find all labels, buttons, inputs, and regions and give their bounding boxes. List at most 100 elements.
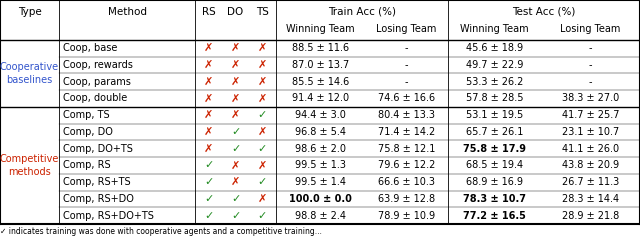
Text: -: - [589,77,592,87]
Text: Method: Method [108,7,147,17]
Text: ✗: ✗ [204,94,213,103]
Text: Winning Team: Winning Team [286,24,355,34]
Text: 43.8 ± 20.9: 43.8 ± 20.9 [562,161,619,170]
Text: Comp, DO: Comp, DO [63,127,113,137]
Text: 53.1 ± 19.5: 53.1 ± 19.5 [466,110,523,120]
Text: RS: RS [202,7,216,17]
Text: -: - [404,77,408,87]
Text: 23.1 ± 10.7: 23.1 ± 10.7 [562,127,619,137]
Text: 87.0 ± 13.7: 87.0 ± 13.7 [292,60,349,70]
Text: ✓: ✓ [258,211,267,221]
Text: ✓: ✓ [231,144,240,154]
Text: 75.8 ± 17.9: 75.8 ± 17.9 [463,144,526,154]
Text: 85.5 ± 14.6: 85.5 ± 14.6 [292,77,349,87]
Text: ✓: ✓ [204,177,213,187]
Text: 71.4 ± 14.2: 71.4 ± 14.2 [378,127,435,137]
Text: -: - [404,43,408,53]
Text: 79.6 ± 12.2: 79.6 ± 12.2 [378,161,435,170]
Text: 41.1 ± 26.0: 41.1 ± 26.0 [562,144,619,154]
Text: 66.6 ± 10.3: 66.6 ± 10.3 [378,177,435,187]
Text: ✗: ✗ [231,60,240,70]
Text: Coop, double: Coop, double [63,94,127,103]
Text: 28.3 ± 14.4: 28.3 ± 14.4 [562,194,619,204]
Text: Comp, RS+TS: Comp, RS+TS [63,177,131,187]
Text: ✗: ✗ [231,77,240,87]
Text: ✓ indicates training was done with cooperative agents and a competitive training: ✓ indicates training was done with coope… [0,227,322,235]
Text: Losing Team: Losing Team [560,24,621,34]
Text: ✓: ✓ [231,194,240,204]
Text: ✓: ✓ [204,161,213,170]
Text: 75.8 ± 12.1: 75.8 ± 12.1 [378,144,435,154]
Text: ✓: ✓ [204,194,213,204]
Text: 68.9 ± 16.9: 68.9 ± 16.9 [466,177,523,187]
Text: 98.6 ± 2.0: 98.6 ± 2.0 [295,144,346,154]
Text: 53.3 ± 26.2: 53.3 ± 26.2 [466,77,523,87]
Text: TS: TS [256,7,269,17]
Text: Losing Team: Losing Team [376,24,436,34]
Text: -: - [589,43,592,53]
Text: 68.5 ± 19.4: 68.5 ± 19.4 [466,161,523,170]
Text: 41.7 ± 25.7: 41.7 ± 25.7 [562,110,619,120]
Text: DO: DO [227,7,244,17]
Text: ✓: ✓ [258,144,267,154]
Text: ✗: ✗ [231,43,240,53]
Text: ✗: ✗ [258,194,267,204]
Text: Comp, RS+DO: Comp, RS+DO [63,194,134,204]
Text: ✗: ✗ [231,94,240,103]
Text: 91.4 ± 12.0: 91.4 ± 12.0 [292,94,349,103]
Text: Test Acc (%): Test Acc (%) [512,7,576,17]
Text: 28.9 ± 21.8: 28.9 ± 21.8 [562,211,619,221]
Text: 26.7 ± 11.3: 26.7 ± 11.3 [562,177,619,187]
Text: 80.4 ± 13.3: 80.4 ± 13.3 [378,110,435,120]
Text: ✓: ✓ [258,110,267,120]
Text: ✗: ✗ [258,77,267,87]
Text: ✓: ✓ [258,177,267,187]
Text: 49.7 ± 22.9: 49.7 ± 22.9 [466,60,523,70]
Text: ✓: ✓ [204,211,213,221]
Text: -: - [404,60,408,70]
Text: Competitive
methods: Competitive methods [0,154,59,177]
Text: ✓: ✓ [231,127,240,137]
Text: ✗: ✗ [258,161,267,170]
Text: 94.4 ± 3.0: 94.4 ± 3.0 [295,110,346,120]
Text: ✗: ✗ [231,161,240,170]
Text: Train Acc (%): Train Acc (%) [328,7,396,17]
Text: Coop, rewards: Coop, rewards [63,60,132,70]
Text: 38.3 ± 27.0: 38.3 ± 27.0 [562,94,619,103]
Text: Comp, DO+TS: Comp, DO+TS [63,144,132,154]
Text: ✗: ✗ [258,127,267,137]
Text: 99.5 ± 1.3: 99.5 ± 1.3 [295,161,346,170]
Text: Coop, base: Coop, base [63,43,117,53]
Text: ✗: ✗ [231,177,240,187]
Text: 99.5 ± 1.4: 99.5 ± 1.4 [295,177,346,187]
Text: ✓: ✓ [231,211,240,221]
Text: 78.9 ± 10.9: 78.9 ± 10.9 [378,211,435,221]
Text: 63.9 ± 12.8: 63.9 ± 12.8 [378,194,435,204]
Text: ✗: ✗ [204,127,213,137]
Text: 88.5 ± 11.6: 88.5 ± 11.6 [292,43,349,53]
Text: Comp, TS: Comp, TS [63,110,109,120]
Text: ✗: ✗ [204,77,213,87]
Text: Coop, params: Coop, params [63,77,131,87]
Text: ✗: ✗ [258,43,267,53]
Text: 98.8 ± 2.4: 98.8 ± 2.4 [295,211,346,221]
Text: Winning Team: Winning Team [460,24,529,34]
Text: 78.3 ± 10.7: 78.3 ± 10.7 [463,194,526,204]
Text: ✗: ✗ [204,60,213,70]
Text: 96.8 ± 5.4: 96.8 ± 5.4 [295,127,346,137]
Text: -: - [589,60,592,70]
Text: Cooperative
baselines: Cooperative baselines [0,62,59,85]
Text: ✗: ✗ [204,43,213,53]
Text: Comp, RS+DO+TS: Comp, RS+DO+TS [63,211,154,221]
Text: 65.7 ± 26.1: 65.7 ± 26.1 [466,127,523,137]
Text: ✗: ✗ [258,60,267,70]
Text: 74.6 ± 16.6: 74.6 ± 16.6 [378,94,435,103]
Text: Comp, RS: Comp, RS [63,161,110,170]
Text: 100.0 ± 0.0: 100.0 ± 0.0 [289,194,352,204]
Text: Type: Type [17,7,42,17]
Text: ✗: ✗ [204,110,213,120]
Text: ✗: ✗ [258,94,267,103]
Text: ✗: ✗ [204,144,213,154]
Text: 77.2 ± 16.5: 77.2 ± 16.5 [463,211,526,221]
Text: 57.8 ± 28.5: 57.8 ± 28.5 [466,94,523,103]
